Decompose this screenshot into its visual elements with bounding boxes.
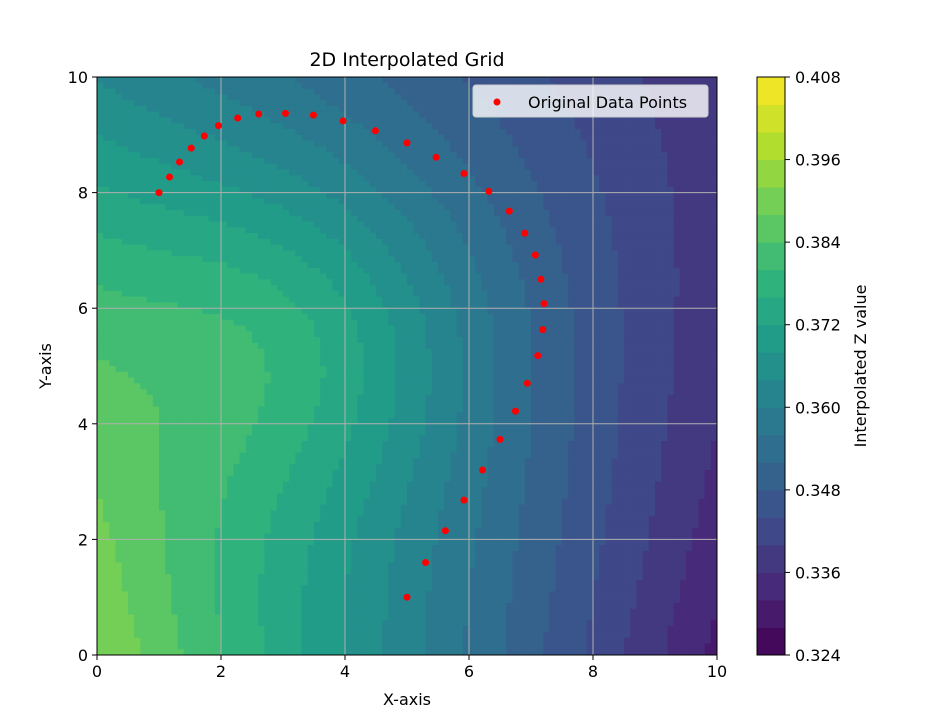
colorbar-tick-label: 0.408: [795, 68, 841, 87]
x-axis-ticks: 0 2 4 6 8 10: [92, 655, 727, 681]
colorbar: 0.408 0.396 0.384 0.372 0.360 0.348 0.336 0.324…: [756, 68, 870, 665]
data-point: [505, 207, 513, 215]
data-point: [255, 110, 263, 118]
data-point: [531, 251, 539, 259]
colorbar-tick-label: 0.324: [795, 646, 841, 665]
colorbar-ticks: 0.408 0.396 0.384 0.372 0.360 0.348 0.336 0.324: [785, 68, 841, 665]
colorbar-band: [757, 379, 785, 408]
y-axis-label: Y-axis: [36, 343, 55, 390]
data-point: [422, 559, 430, 566]
colorbar-band: [757, 572, 785, 601]
x-tick-label: 8: [588, 662, 598, 681]
colorbar-band: [757, 187, 785, 216]
y-tick-label: 6: [78, 299, 88, 318]
data-point: [496, 435, 504, 443]
data-point: [534, 352, 542, 360]
y-tick-label: 4: [78, 415, 88, 434]
colorbar-tick-label: 0.336: [795, 563, 841, 582]
y-tick-label: 10: [68, 68, 88, 87]
legend-box: [472, 84, 709, 118]
data-point: [309, 111, 317, 119]
plot-frame: [96, 76, 718, 656]
chart-title: 2D Interpolated Grid: [309, 49, 504, 71]
data-point: [187, 144, 195, 152]
data-point: [234, 114, 242, 122]
legend-label: Original Data Points: [528, 93, 687, 112]
colorbar-frame: [756, 76, 786, 656]
data-point: [441, 527, 449, 535]
x-tick-label: 0: [92, 662, 102, 681]
scatter-series: [155, 109, 548, 601]
x-tick-label: 10: [707, 662, 727, 681]
data-point: [512, 407, 519, 415]
colorbar-tick-label: 0.396: [795, 151, 841, 170]
colorbar-band: [757, 324, 785, 353]
data-point: [460, 496, 468, 504]
legend: Original Data Points: [472, 84, 709, 118]
colorbar-band: [757, 269, 785, 298]
colorbar-band: [757, 77, 785, 106]
data-point: [166, 173, 173, 181]
legend-marker: [493, 98, 501, 106]
colorbar-band: [757, 242, 785, 271]
y-tick-label: 0: [78, 646, 88, 665]
colorbar-band: [757, 489, 785, 518]
colorbar-band: [757, 627, 785, 656]
data-point: [540, 300, 548, 308]
data-point: [371, 127, 379, 135]
contour-fill: [97, 77, 717, 655]
colorbar-bands: [757, 77, 785, 656]
data-point: [403, 139, 411, 147]
data-point: [485, 187, 493, 195]
x-tick-label: 6: [464, 662, 474, 681]
x-axis-label: X-axis: [383, 690, 431, 709]
data-point: [200, 132, 208, 140]
y-axis-ticks: 0 2 4 6 8 10: [68, 68, 97, 665]
colorbar-label: Interpolated Z value: [851, 285, 870, 448]
data-point: [339, 117, 347, 125]
colorbar-tick-label: 0.360: [795, 398, 841, 417]
data-point: [537, 275, 545, 283]
colorbar-tick-label: 0.372: [795, 316, 841, 335]
data-point: [479, 466, 487, 474]
data-point: [521, 229, 529, 237]
colorbar-band: [757, 599, 785, 628]
colorbar-band: [757, 434, 785, 463]
colorbar-band: [757, 517, 785, 546]
colorbar-band: [757, 297, 785, 326]
data-point: [523, 379, 531, 387]
colorbar-band: [757, 214, 785, 243]
data-point: [539, 326, 547, 334]
y-tick-label: 8: [78, 184, 88, 203]
data-point: [282, 109, 289, 117]
colorbar-band: [757, 104, 785, 133]
x-tick-label: 4: [340, 662, 350, 681]
data-point: [460, 170, 468, 177]
colorbar-tick-label: 0.384: [795, 233, 841, 252]
data-point: [176, 158, 183, 166]
data-point: [432, 153, 440, 161]
plot-area: 0 2 4 6 8 10 0 2 4 6 8 10: [68, 68, 728, 681]
y-tick-label: 2: [78, 530, 88, 549]
x-tick-label: 2: [216, 662, 226, 681]
colorbar-band: [757, 407, 785, 436]
colorbar-band: [757, 544, 785, 573]
data-point: [155, 189, 163, 197]
colorbar-band: [757, 462, 785, 491]
colorbar-band: [757, 159, 785, 188]
data-point: [403, 593, 411, 601]
colorbar-tick-label: 0.348: [795, 481, 841, 500]
colorbar-band: [757, 352, 785, 381]
colorbar-band: [757, 132, 785, 161]
data-point: [215, 122, 222, 130]
